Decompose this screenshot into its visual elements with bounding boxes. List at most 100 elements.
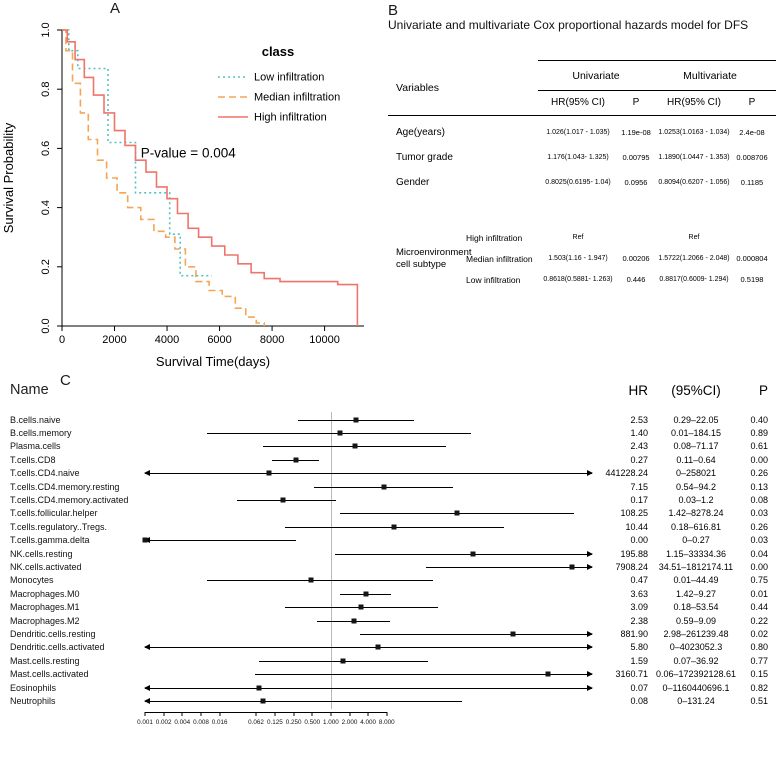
hr-marker [340,658,346,664]
hr-marker [352,443,358,449]
x-axis-title: Survival Time(days) [156,354,270,369]
cox-cell: 0.8618(0.5881- 1.263) [543,276,613,283]
forest-p-value: 0.01 [750,588,768,599]
forest-row-label: Monocytes [10,575,54,586]
cox-table-row: Median infiltration 1.503(1.16 - 1.947) 0.… [466,248,776,269]
ci-line [334,553,592,555]
forest-ci-value: 0.18–616.81 [670,521,722,532]
axis-tick [219,711,221,716]
forest-ci-value: 0.59–9.09 [675,615,717,626]
forest-row-label: Mast.cells.activated [10,669,89,680]
cox-cell: 1.176(1.043- 1.325) [547,154,609,161]
forest-ci-value: 1.42–8278.24 [668,508,724,519]
forest-ci-plot [145,626,593,642]
forest-hr-value: 1.59 [630,655,648,666]
axis-tick-label: 1.000 [322,718,339,726]
forest-row-label: NK.cells.activated [10,561,82,572]
panel-a-km-chart: 0 2000 4000 6000 8000 10000 0.0 0.2 0.4 0.6 0.8 1.0… [0,20,380,376]
forest-ci-value: 0.01–44.49 [673,575,719,586]
uni-hr-header: HR(95% CI) [551,97,605,108]
forest-p-value: 0.89 [750,428,768,439]
cox-cell: 1.503(1.16 - 1.947) [548,255,608,262]
forest-hr-value: 108.25 [620,508,648,519]
ci-line [360,633,592,635]
forest-p-value: 0.03 [750,535,768,546]
forest-ci-value: 34.51–1812174.11 [658,561,734,572]
y-axis-title: Survival Probability [1,122,16,233]
panel-b-cox-table: Univariate and multivariate Cox proporti… [388,18,776,290]
axis-tick [349,711,351,716]
ci-clip-arrow-right [587,550,593,557]
forest-ci-value: 0.01–184.15 [670,428,722,439]
axis-tick-label: 0.250 [285,718,302,726]
hr-marker [470,551,476,557]
ci-line [145,687,592,689]
cox-cell: 0.8094(0.6207 - 1.056) [658,179,730,186]
forest-ci-plot [145,612,592,629]
y-tick-label: 0.2 [40,259,52,274]
axis-tick-label: 0.062 [248,718,264,726]
ci-line [255,674,592,676]
microenvironment-group-block: Microenvironment cell subtype High infilt… [388,227,776,290]
cox-cell: 0.5198 [740,275,764,284]
cox-table-row: Age(years) 1.026(1.017 - 1.035) 1.19e-08 1.… [388,120,776,145]
cox-cell: 1.5722(1.2066 - 2.048) [658,255,730,262]
reference-line [330,586,332,602]
forest-row: T.cells.gamma.delta 0.00 0–0.27 0.03 [10,532,768,548]
forest-row: Eosinophils 0.07 0–1160440696.1 0.82 [10,679,768,696]
hr-marker [358,604,364,610]
forest-ci-value: 0.08–71.17 [673,441,719,452]
micro-sub-label: Median infiltration [466,253,533,264]
hr-marker [260,698,266,704]
micro-group-label: Microenvironment cell subtype [396,246,472,270]
forest-row: T.cells.CD4.memory.resting 7.15 0.54–94.2 0… [10,478,768,495]
forest-p-value: 0.77 [750,655,768,666]
legend-label: Low infiltration [254,72,324,84]
cox-variable: Gender [396,177,430,188]
forest-ci-value: 0.03–1.2 [678,495,714,506]
hr-marker [381,484,387,490]
forest-row-label: T.cells.follicular.helper [10,508,98,519]
axis-tick-label: 4.000 [360,718,377,726]
axis-tick-label: 0.125 [267,718,283,726]
ci-line [145,647,592,649]
legend-label: High infiltration [254,112,327,124]
hr-marker [545,671,551,677]
forest-ci-value: 0.11–0.64 [676,454,716,465]
cox-variable: Age(years) [396,127,445,138]
forest-ci-plot [145,586,592,602]
forest-row: Mast.cells.resting 1.59 0.07–36.92 0.77 [10,653,768,669]
axis-tick [255,711,257,716]
forest-hr-value: 0.00 [630,535,648,546]
forest-x-axis: 0.001 0.002 0.004 0.008 0.016 0.062 0.125 0.250… [137,711,592,740]
forest-ci-plot [145,559,593,575]
cox-cell: 0.1185 [740,178,764,187]
legend-label: Median infiltration [254,92,340,104]
forest-col-name: Name [10,382,49,398]
forest-hr-value: 0.27 [630,454,648,465]
forest-ci-value: 0–258021 [675,468,717,479]
forest-p-value: 0.04 [750,548,768,559]
forest-row-label: B.cells.memory [10,428,72,439]
forest-ci-value: 0.07–36.92 [673,655,719,666]
forest-hr-value: 2.53 [630,414,648,425]
forest-col-p: P [758,383,768,398]
cox-cell: 0.00206 [622,254,650,263]
univariate-group-header: Univariate [572,70,620,82]
multivariate-group-header: Multivariate [683,70,737,82]
forest-row: T.cells.CD4.naive 441228.24 0–258021 0.26 [10,465,768,481]
forest-ci-plot [142,532,592,548]
km-curve [62,29,359,326]
micro-group-rows: High infiltration Ref Ref Median infiltrati… [466,227,776,290]
legend-title: class [262,44,295,59]
forest-p-value: 0.00 [750,454,768,465]
forest-p-value: 0.82 [750,682,768,693]
y-tick-label: 1.0 [40,22,52,37]
cox-table-header: Variables Univariate Multivariate HR(95%… [388,60,776,116]
hr-marker [308,577,314,583]
uni-p-header: P [632,97,640,108]
forest-row: Plasma.cells 2.43 0.08–71.17 0.61 [10,438,768,455]
forest-p-value: 0.02 [750,628,768,639]
forest-p-value: 0.61 [750,441,768,452]
reference-line [330,532,332,548]
